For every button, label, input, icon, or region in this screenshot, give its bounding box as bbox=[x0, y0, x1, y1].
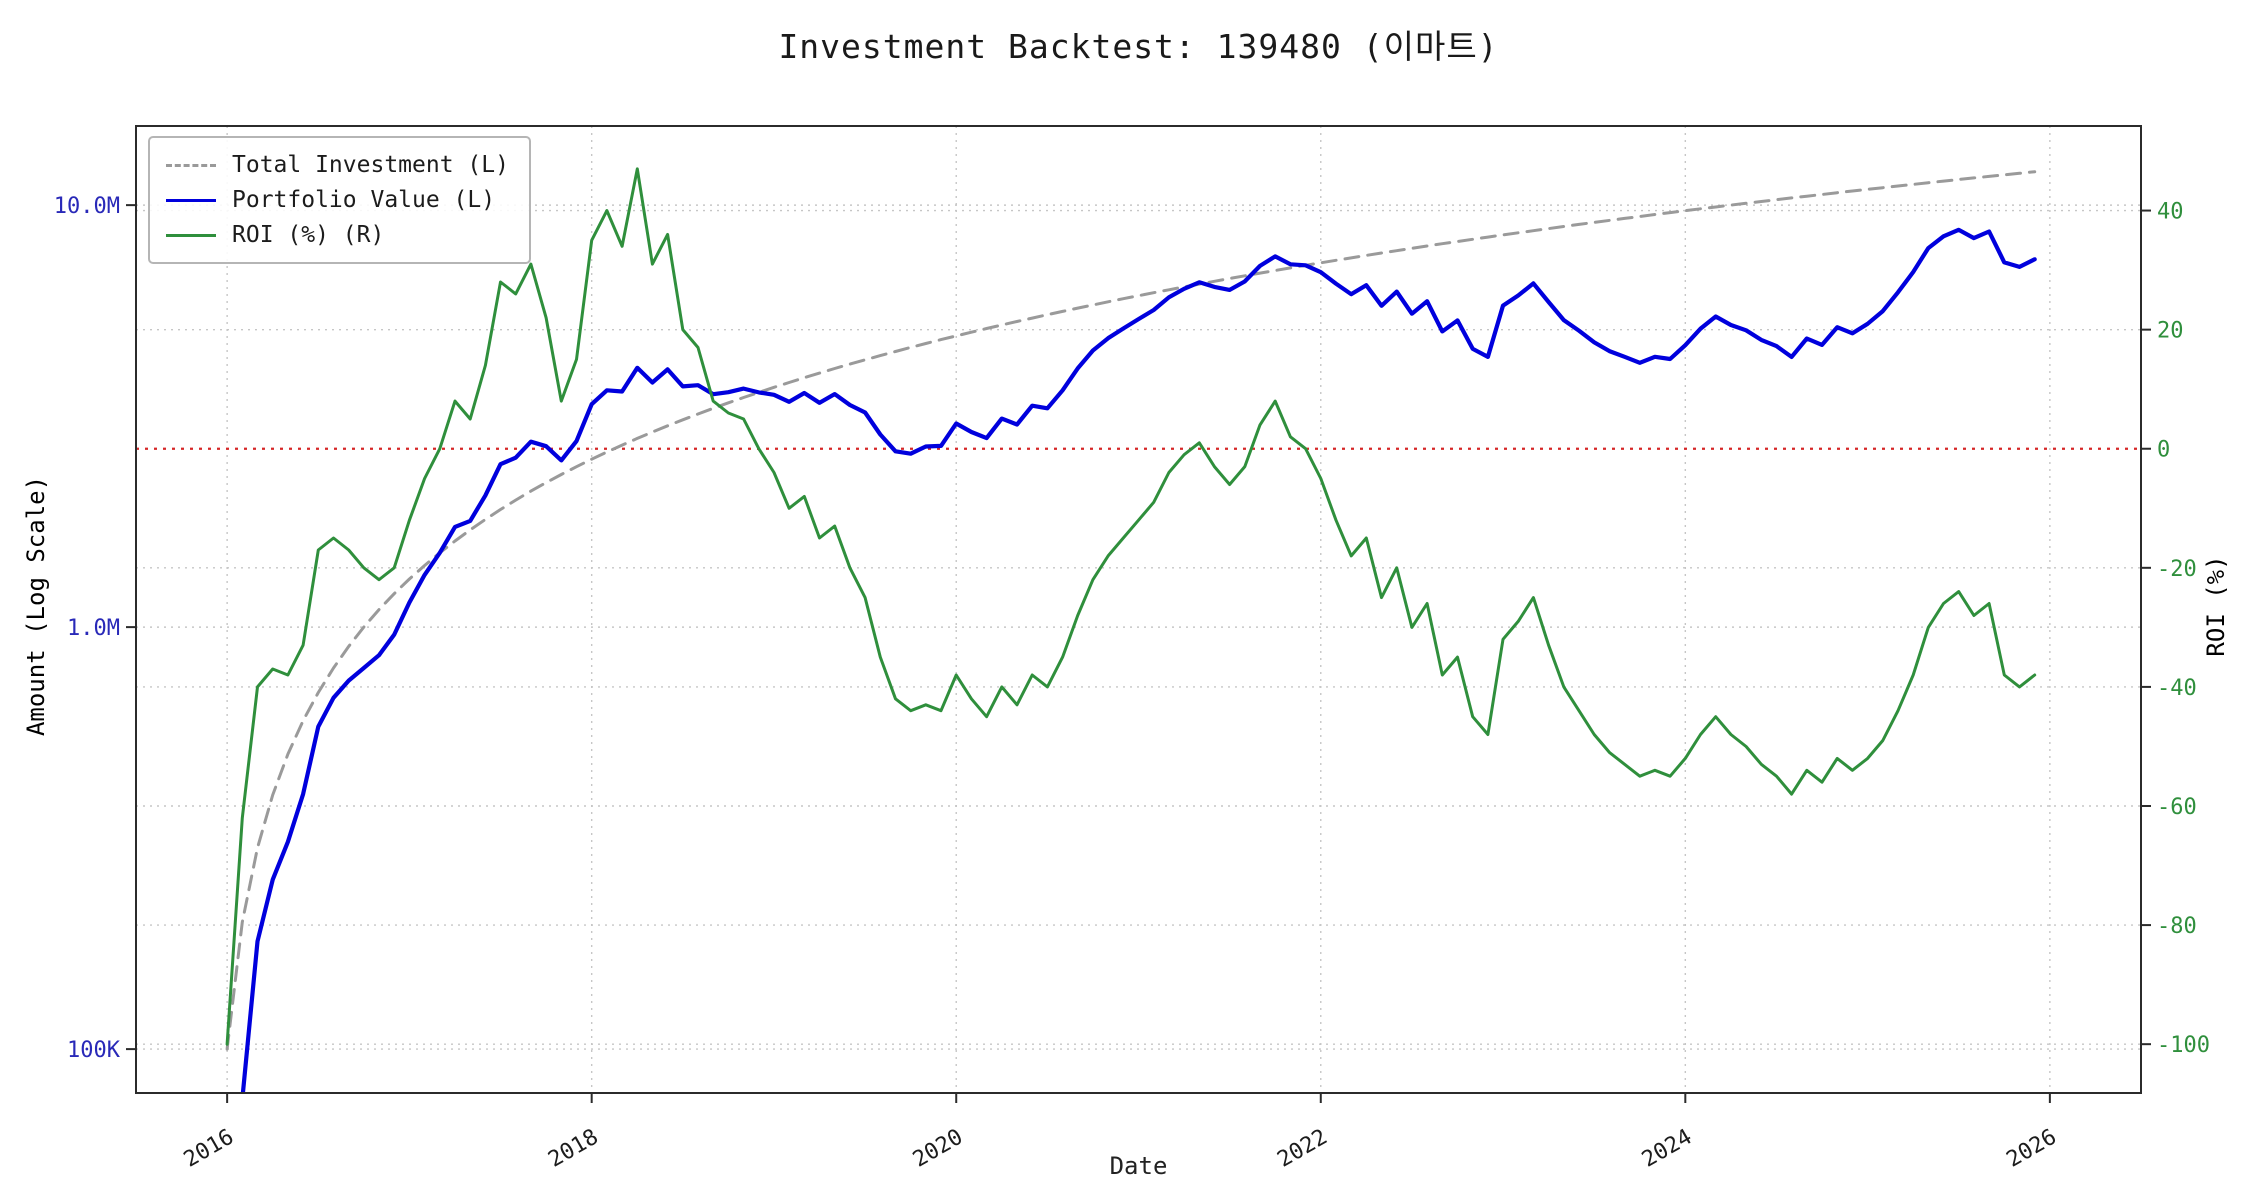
y-right-tick: -100 bbox=[2157, 1033, 2210, 1058]
chart-title: Investment Backtest: 139480 (이마트) bbox=[778, 27, 1499, 66]
portfolio-value-line bbox=[240, 227, 2037, 1093]
y-right-tick: 40 bbox=[2157, 200, 2184, 225]
y-left-tick: 100K bbox=[67, 1038, 121, 1063]
x-axis-label: Date bbox=[1109, 1152, 1168, 1180]
legend-label: Total Investment (L) bbox=[232, 152, 509, 178]
legend-item-total-investment: Total Investment (L) bbox=[166, 152, 509, 178]
y-left-tick: 10.0M bbox=[54, 194, 120, 219]
y-axis-label-left: Amount (Log Scale) bbox=[22, 475, 50, 737]
y-left-tick: 1.0M bbox=[67, 616, 120, 641]
roi-line bbox=[225, 167, 2037, 1046]
grid-lines bbox=[136, 126, 2141, 1093]
y-right-tick: 20 bbox=[2157, 319, 2184, 344]
y-right-tick: -80 bbox=[2157, 914, 2197, 939]
plot-frame bbox=[135, 125, 2142, 1094]
legend-line-sample bbox=[166, 233, 216, 237]
legend-line-sample bbox=[166, 163, 216, 167]
legend-item-roi: ROI (%) (R) bbox=[166, 222, 509, 248]
y-axis-label-right: ROI (%) bbox=[2202, 555, 2230, 657]
y-right-tick: 0 bbox=[2157, 438, 2170, 463]
legend-line-sample bbox=[166, 198, 216, 202]
total-investment-line bbox=[225, 170, 2037, 1051]
legend-label: Portfolio Value (L) bbox=[232, 187, 496, 213]
y-right-tick: -40 bbox=[2157, 676, 2197, 701]
y-right-tick: -20 bbox=[2157, 557, 2197, 582]
legend-item-portfolio-value: Portfolio Value (L) bbox=[166, 187, 509, 213]
y-right-tick: -60 bbox=[2157, 795, 2197, 820]
legend: Total Investment (L) Portfolio Value (L) R… bbox=[148, 136, 531, 264]
legend-label: ROI (%) (R) bbox=[232, 222, 385, 248]
